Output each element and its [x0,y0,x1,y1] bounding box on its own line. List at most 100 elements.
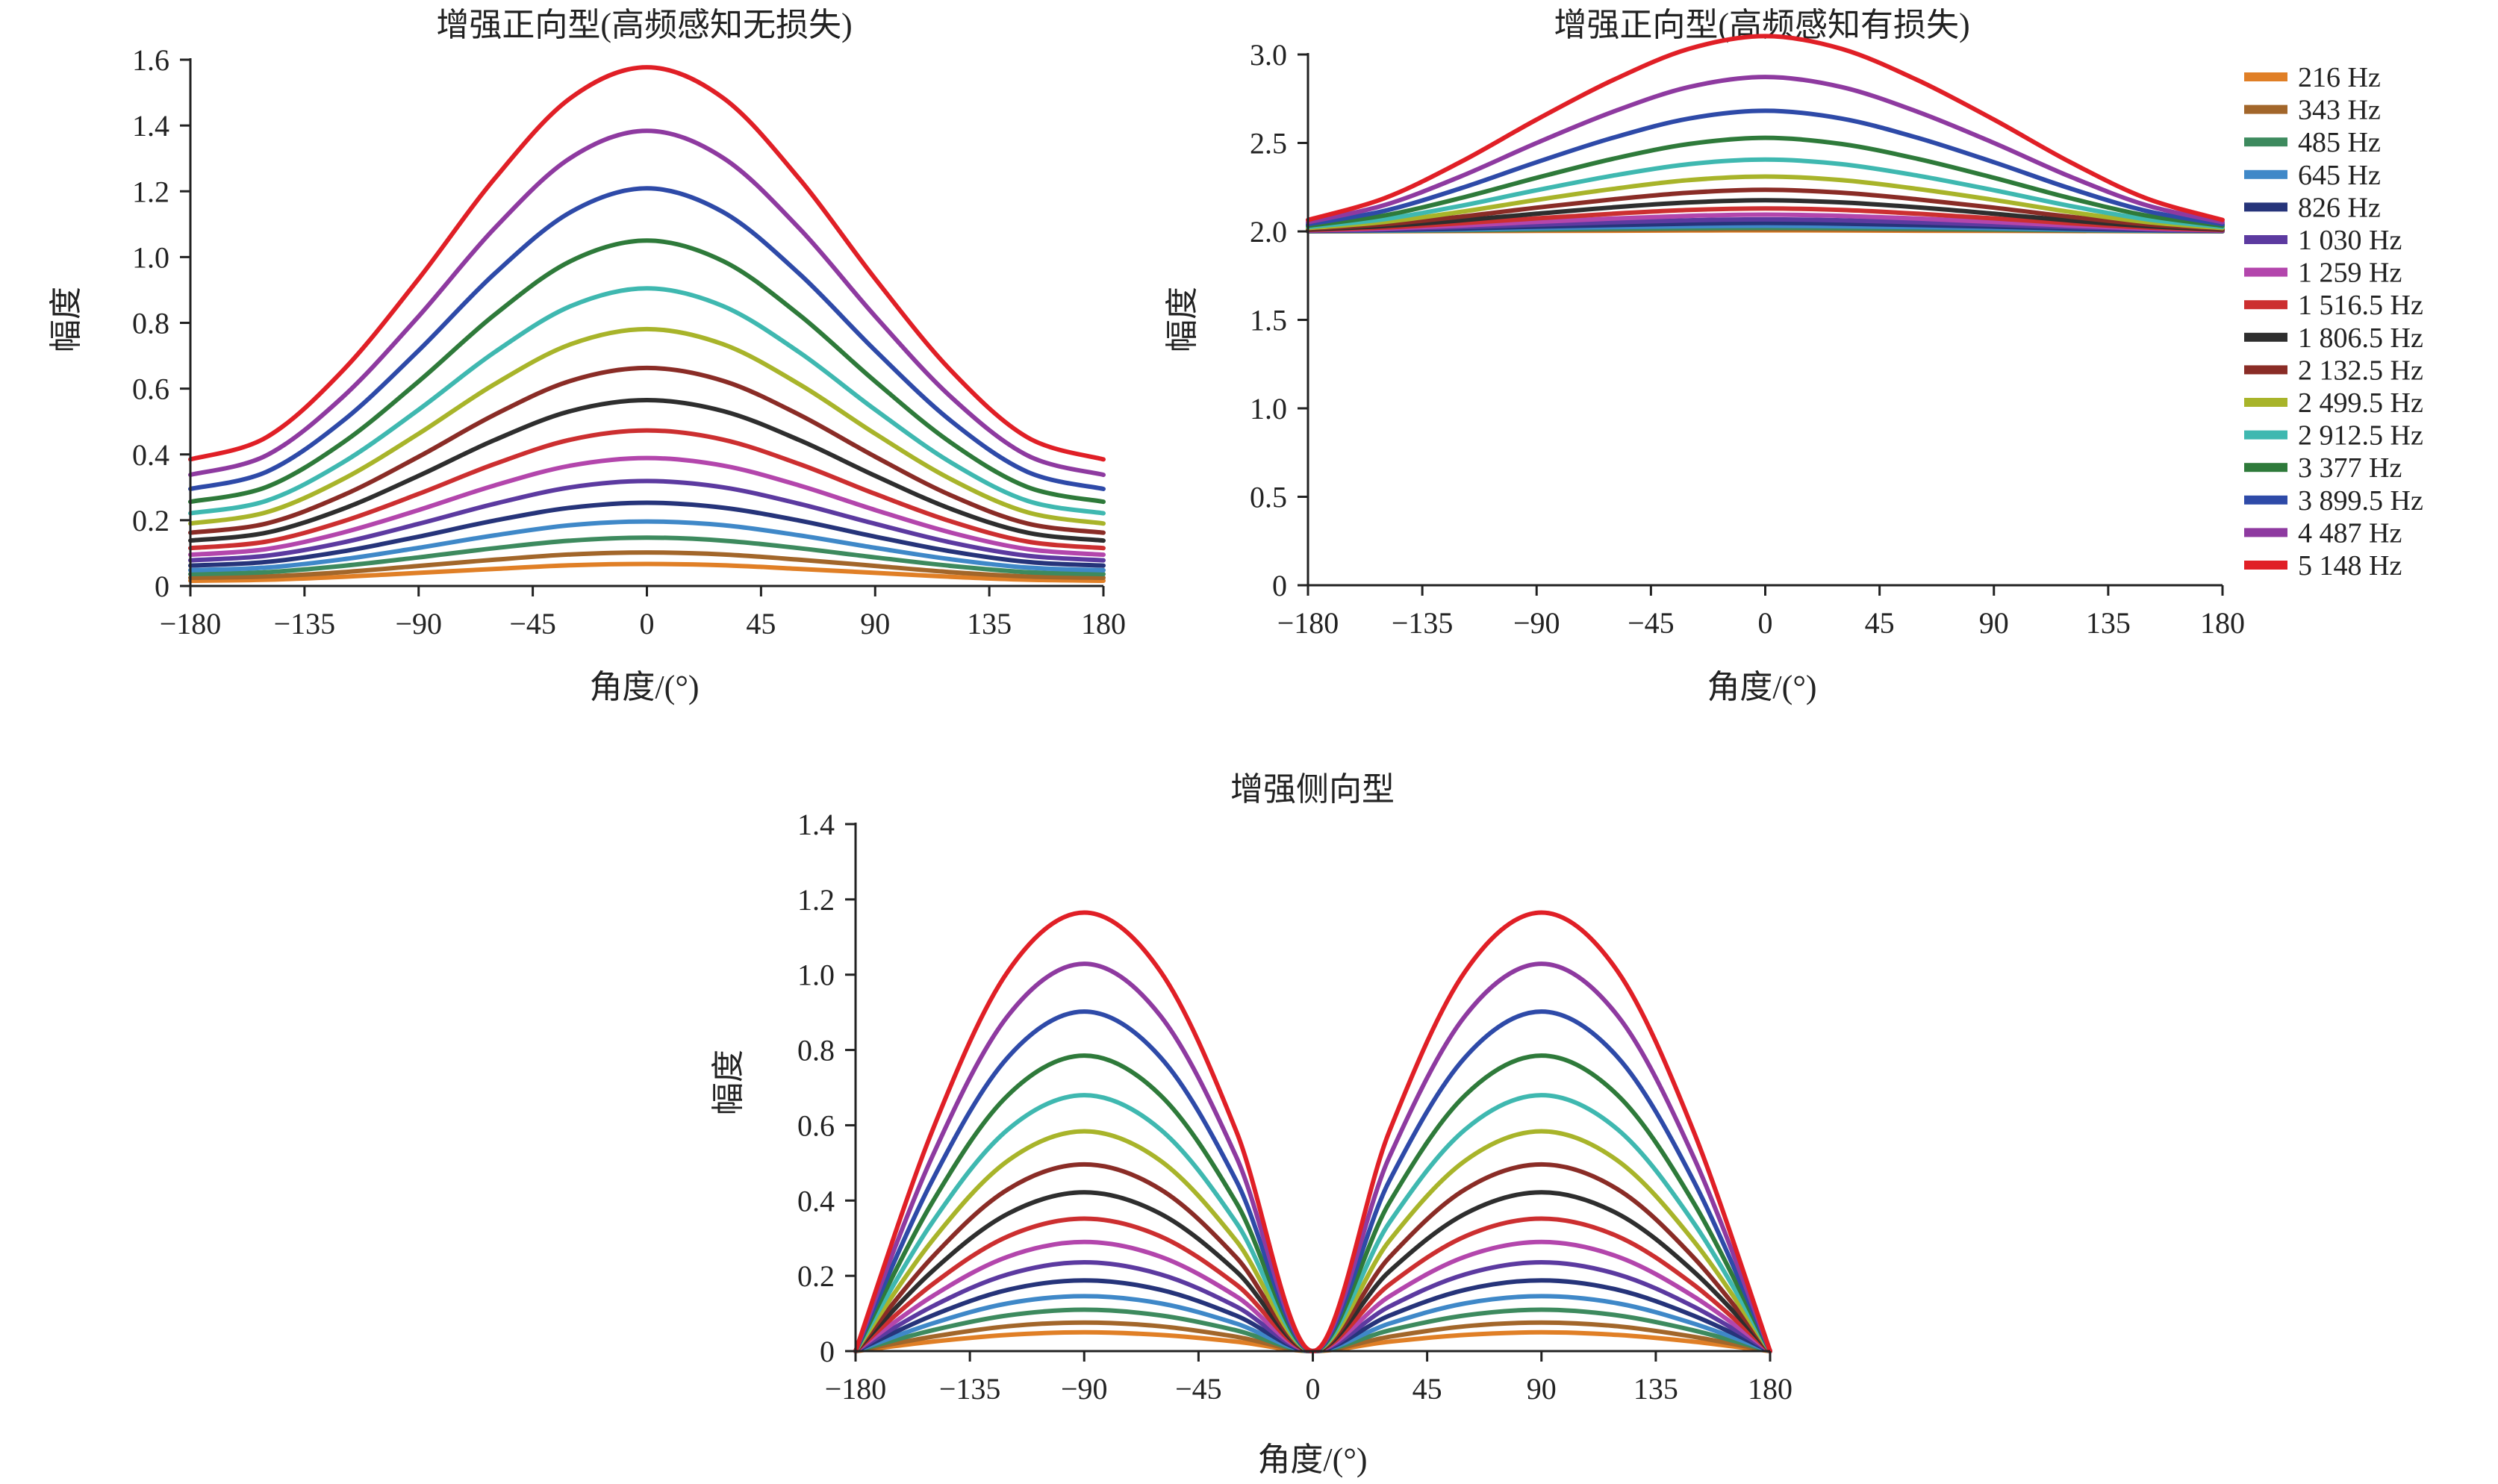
x-tick-label: 90 [1979,606,2009,640]
chart-forward-lossless: 增强正向型(高频感知无损失) 幅度 角度/(°) 0 0.2 0.4 0.6 0.8 1.… [48,7,1126,705]
y-tick-label: 0.4 [797,1184,835,1218]
legend-label: 343 Hz [2298,95,2381,126]
series-line [1306,157,2225,230]
x-tick-label: 90 [860,607,890,640]
y-tick-label: 1.4 [797,808,835,841]
series-line [853,1329,1772,1353]
x-tick-label: 135 [1633,1372,1678,1406]
y-tick-label: 0.8 [797,1034,835,1067]
series-line [188,519,1106,573]
series-line [188,186,1106,491]
plot-area: 0 0.2 0.4 0.6 0.8 1.0 1.2 1.4 −180 −135 −90 −45 0 45 9… [797,808,1792,1406]
legend-label: 1 516.5 Hz [2298,290,2423,321]
y-tick-label: 1.5 [1250,304,1287,337]
y-tick-label: 1.0 [1250,392,1287,425]
legend-label: 4 487 Hz [2298,517,2402,549]
y-tick-label: 0.5 [1250,481,1287,514]
x-axis-label: 角度/(°) [589,669,699,705]
y-tick-label: 1.2 [132,175,169,208]
chart-title: 增强正向型(高频感知无损失) [436,7,852,43]
series-line [188,398,1106,543]
y-tick-label: 2.5 [1250,127,1287,160]
x-tick-label: −45 [1175,1372,1222,1406]
legend-swatch [2244,430,2287,440]
x-tick-label: −180 [825,1372,887,1406]
x-tick-label: 135 [967,607,1012,640]
x-tick-label: 0 [640,607,655,640]
series-line [188,535,1106,577]
legend-label: 1 259 Hz [2298,258,2402,289]
x-axis-label: 角度/(°) [1257,1441,1367,1478]
series-line [188,326,1106,526]
y-tick-label: 1.2 [797,883,835,917]
legend-swatch [2244,463,2287,473]
y-tick-label: 3.0 [1250,38,1287,72]
legend-swatch [2244,495,2287,505]
x-tick-label: −45 [1628,606,1675,640]
legend-label: 216 Hz [2298,62,2381,93]
series-line [188,561,1106,583]
x-tick-label: 135 [2086,606,2131,640]
x-tick-label: 180 [1081,607,1126,640]
legend-swatch [2244,300,2287,310]
x-tick-label: 0 [1306,1372,1321,1406]
x-tick-label: −135 [274,607,336,640]
series-line [188,455,1106,558]
x-tick-label: −90 [395,607,442,640]
y-axis-label: 幅度 [710,1050,747,1115]
series-line [1306,108,2225,227]
plot-area: 0 0.2 0.4 0.6 0.8 1.0 1.2 1.4 1.6 −180 −135 −90 −45 0… [132,43,1126,640]
legend-label: 2 912.5 Hz [2298,420,2423,452]
legend-label: 485 Hz [2298,127,2381,158]
legend-swatch [2244,235,2287,244]
series-line [1306,75,2225,225]
y-tick-label: 1.0 [132,240,169,274]
legend-swatch [2244,398,2287,407]
legend-swatch [2244,332,2287,342]
x-tick-label: −135 [939,1372,1001,1406]
series-line [853,1294,1772,1353]
series-line [188,428,1106,551]
x-tick-label: −90 [1513,606,1560,640]
series-line [853,1162,1772,1353]
y-tick-label: 0.6 [132,372,169,406]
legend-swatch [2244,202,2287,212]
legend-swatch [2244,528,2287,537]
x-tick-label: 180 [2200,606,2245,640]
x-tick-label: −180 [1277,606,1339,640]
series-line [188,286,1106,516]
series-line [188,500,1106,568]
x-tick-label: 45 [746,607,776,640]
legend-label: 2 499.5 Hz [2298,387,2423,419]
y-tick-label: 0 [155,570,169,603]
legend-label: 645 Hz [2298,160,2381,191]
legend-swatch [2244,105,2287,114]
plot-area: 0 0.5 1.0 1.5 2.0 2.5 3.0 −180 −135 −90 −45 0 45 90 13… [1250,34,2245,640]
legend-label: 5 148 Hz [2298,550,2402,582]
series-line [853,910,1772,1353]
series-line [188,550,1106,580]
x-axis-label: 角度/(°) [1707,669,1816,705]
x-tick-label: −180 [160,607,222,640]
legend-label: 826 Hz [2298,192,2381,223]
y-axis-label: 幅度 [48,287,84,352]
series-line [188,478,1106,563]
x-tick-label: 0 [1758,606,1773,640]
legend-label: 3 899.5 Hz [2298,485,2423,517]
x-tick-label: 45 [1412,1372,1442,1406]
chart-forward-lossy: 增强正向型(高频感知有损失) 幅度 角度/(°) 00.51.01.52.02.… [1164,7,2245,705]
legend-label: 1 806.5 Hz [2298,322,2423,354]
series-line [853,1009,1772,1353]
x-tick-label: −90 [1061,1372,1108,1406]
x-tick-label: 180 [1748,1372,1792,1406]
series-line [853,1307,1772,1353]
y-tick-label: 2.0 [1250,215,1287,249]
x-tick-label: −135 [1392,606,1454,640]
series-line [188,128,1106,478]
y-tick-label: 0.4 [132,438,169,472]
y-tick-label: 1.4 [132,109,169,143]
legend-swatch [2244,267,2287,277]
chart-lateral: 增强侧向型 幅度 角度/(°) 0 0.2 0.4 0.6 0.8 1.0 1.2 1.4 −1… [710,771,1792,1478]
series-line [1306,34,2225,222]
